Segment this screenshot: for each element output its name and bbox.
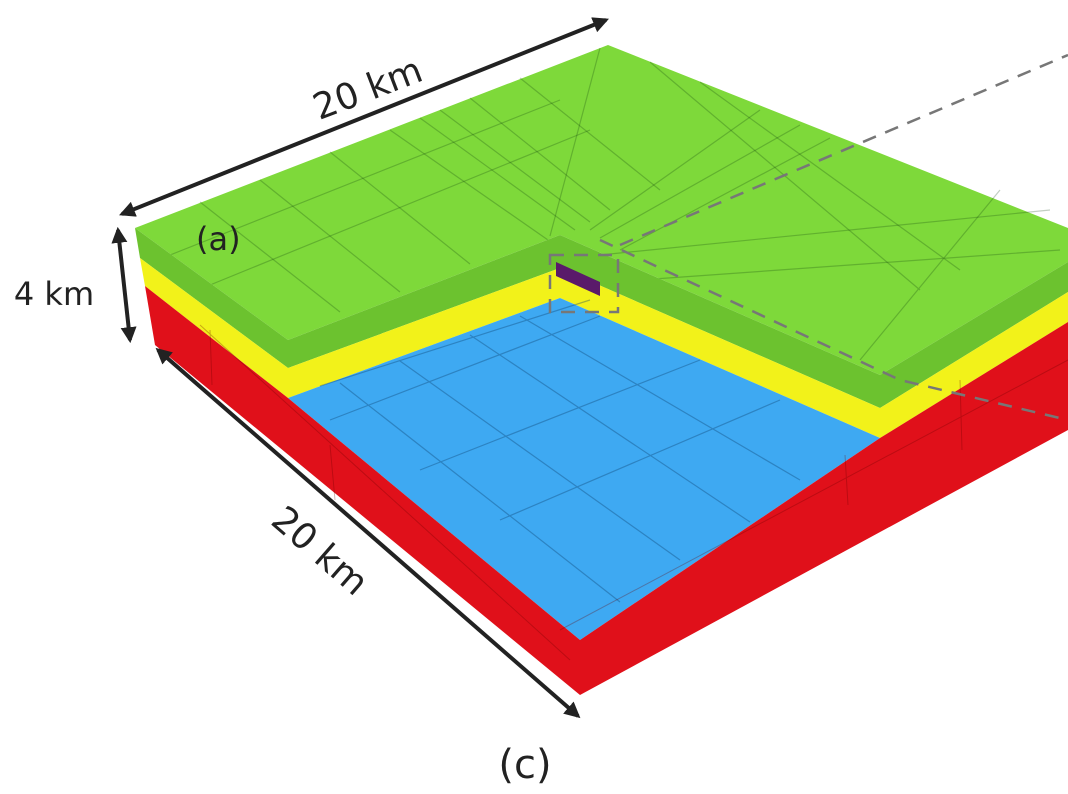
depth-arrow [118, 230, 130, 340]
panel-label: (a) [196, 220, 241, 258]
block-model-diagram: 20 km 4 km 20 km (a) (c) [0, 0, 1068, 794]
depth-label: 4 km [14, 275, 94, 313]
panel-label: (c) [498, 742, 551, 788]
block [135, 45, 1068, 695]
front-width-label: 20 km [263, 499, 375, 604]
